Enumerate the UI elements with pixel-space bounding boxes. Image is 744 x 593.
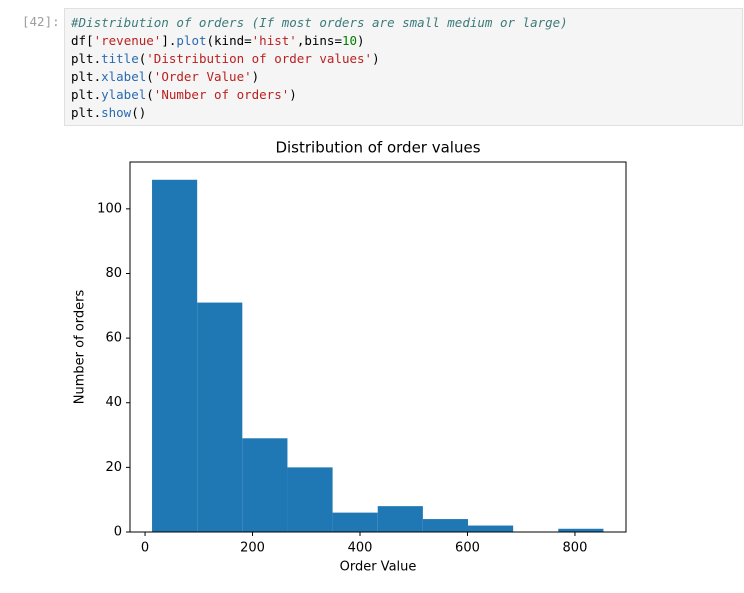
bar <box>332 512 378 532</box>
code-cell[interactable]: #Distribution of orders (If most orders … <box>64 8 743 126</box>
code-token: ) <box>372 51 380 66</box>
code-line: #Distribution of orders (If most orders … <box>71 14 736 32</box>
code-token: (kind= <box>206 33 252 48</box>
code-token: () <box>131 105 147 120</box>
code-token: ) <box>251 69 260 84</box>
bar <box>242 438 288 532</box>
code-token: plt. <box>71 51 102 66</box>
code-token: xlabel <box>101 69 147 84</box>
y-tick-label: 20 <box>105 460 122 475</box>
code-token: show <box>101 105 132 120</box>
x-tick-label: 600 <box>455 541 480 556</box>
x-axis-label: Order Value <box>340 560 417 575</box>
cell-prompt: [42]: <box>22 14 60 29</box>
code-token: 'revenue' <box>93 33 162 48</box>
code-line: plt.xlabel('Order Value') <box>71 68 736 86</box>
x-tick-label: 800 <box>563 541 588 556</box>
y-tick-label: 60 <box>105 331 122 346</box>
y-axis-label: Number of orders <box>73 290 88 405</box>
y-tick-label: 40 <box>105 395 122 410</box>
code-token: 'hist' <box>251 33 297 48</box>
code-token: [ <box>86 33 94 48</box>
code-token: ) <box>357 33 365 48</box>
code-token: plt. <box>71 69 102 84</box>
bar <box>287 467 333 532</box>
y-tick-label: 0 <box>114 525 122 540</box>
code-token: plot <box>176 33 207 48</box>
code-token: ( <box>146 87 154 102</box>
code-line: plt.title('Distribution of order values'… <box>71 50 736 68</box>
code-token: 10 <box>341 33 358 48</box>
bar <box>197 302 243 532</box>
code-token: 'Number of orders' <box>153 87 290 102</box>
x-tick-label: 0 <box>141 541 149 556</box>
bar <box>468 525 514 532</box>
code-token: 'Order Value' <box>153 69 252 84</box>
code-token: ]. <box>161 33 177 48</box>
code-token: ,bins= <box>296 33 342 48</box>
bar <box>152 179 198 532</box>
code-token: title <box>101 51 139 66</box>
code-token: ( <box>138 51 147 66</box>
bar <box>377 506 423 532</box>
plot-frame <box>129 161 627 533</box>
code-line: plt.ylabel('Number of orders') <box>71 86 736 104</box>
chart-title: Distribution of order values <box>275 139 480 157</box>
code-token: ylabel <box>101 87 147 102</box>
code-token: plt. <box>71 105 102 120</box>
code-token: ) <box>289 87 297 102</box>
code-line: plt.show() <box>71 104 736 122</box>
x-tick-label: 200 <box>240 541 265 556</box>
code-token: df <box>71 33 87 48</box>
x-tick-label: 400 <box>348 541 373 556</box>
code-token: #Distribution of orders (If most orders … <box>71 15 568 30</box>
code-token: ( <box>146 69 154 84</box>
code-line: df['revenue'].plot(kind='hist',bins=10) <box>71 32 736 50</box>
code-token: plt. <box>71 87 102 102</box>
y-tick-label: 80 <box>105 266 122 281</box>
code-token: 'Distribution of order values' <box>146 51 373 66</box>
y-tick-label: 100 <box>97 201 122 216</box>
bar <box>422 519 469 532</box>
bar <box>558 528 604 532</box>
